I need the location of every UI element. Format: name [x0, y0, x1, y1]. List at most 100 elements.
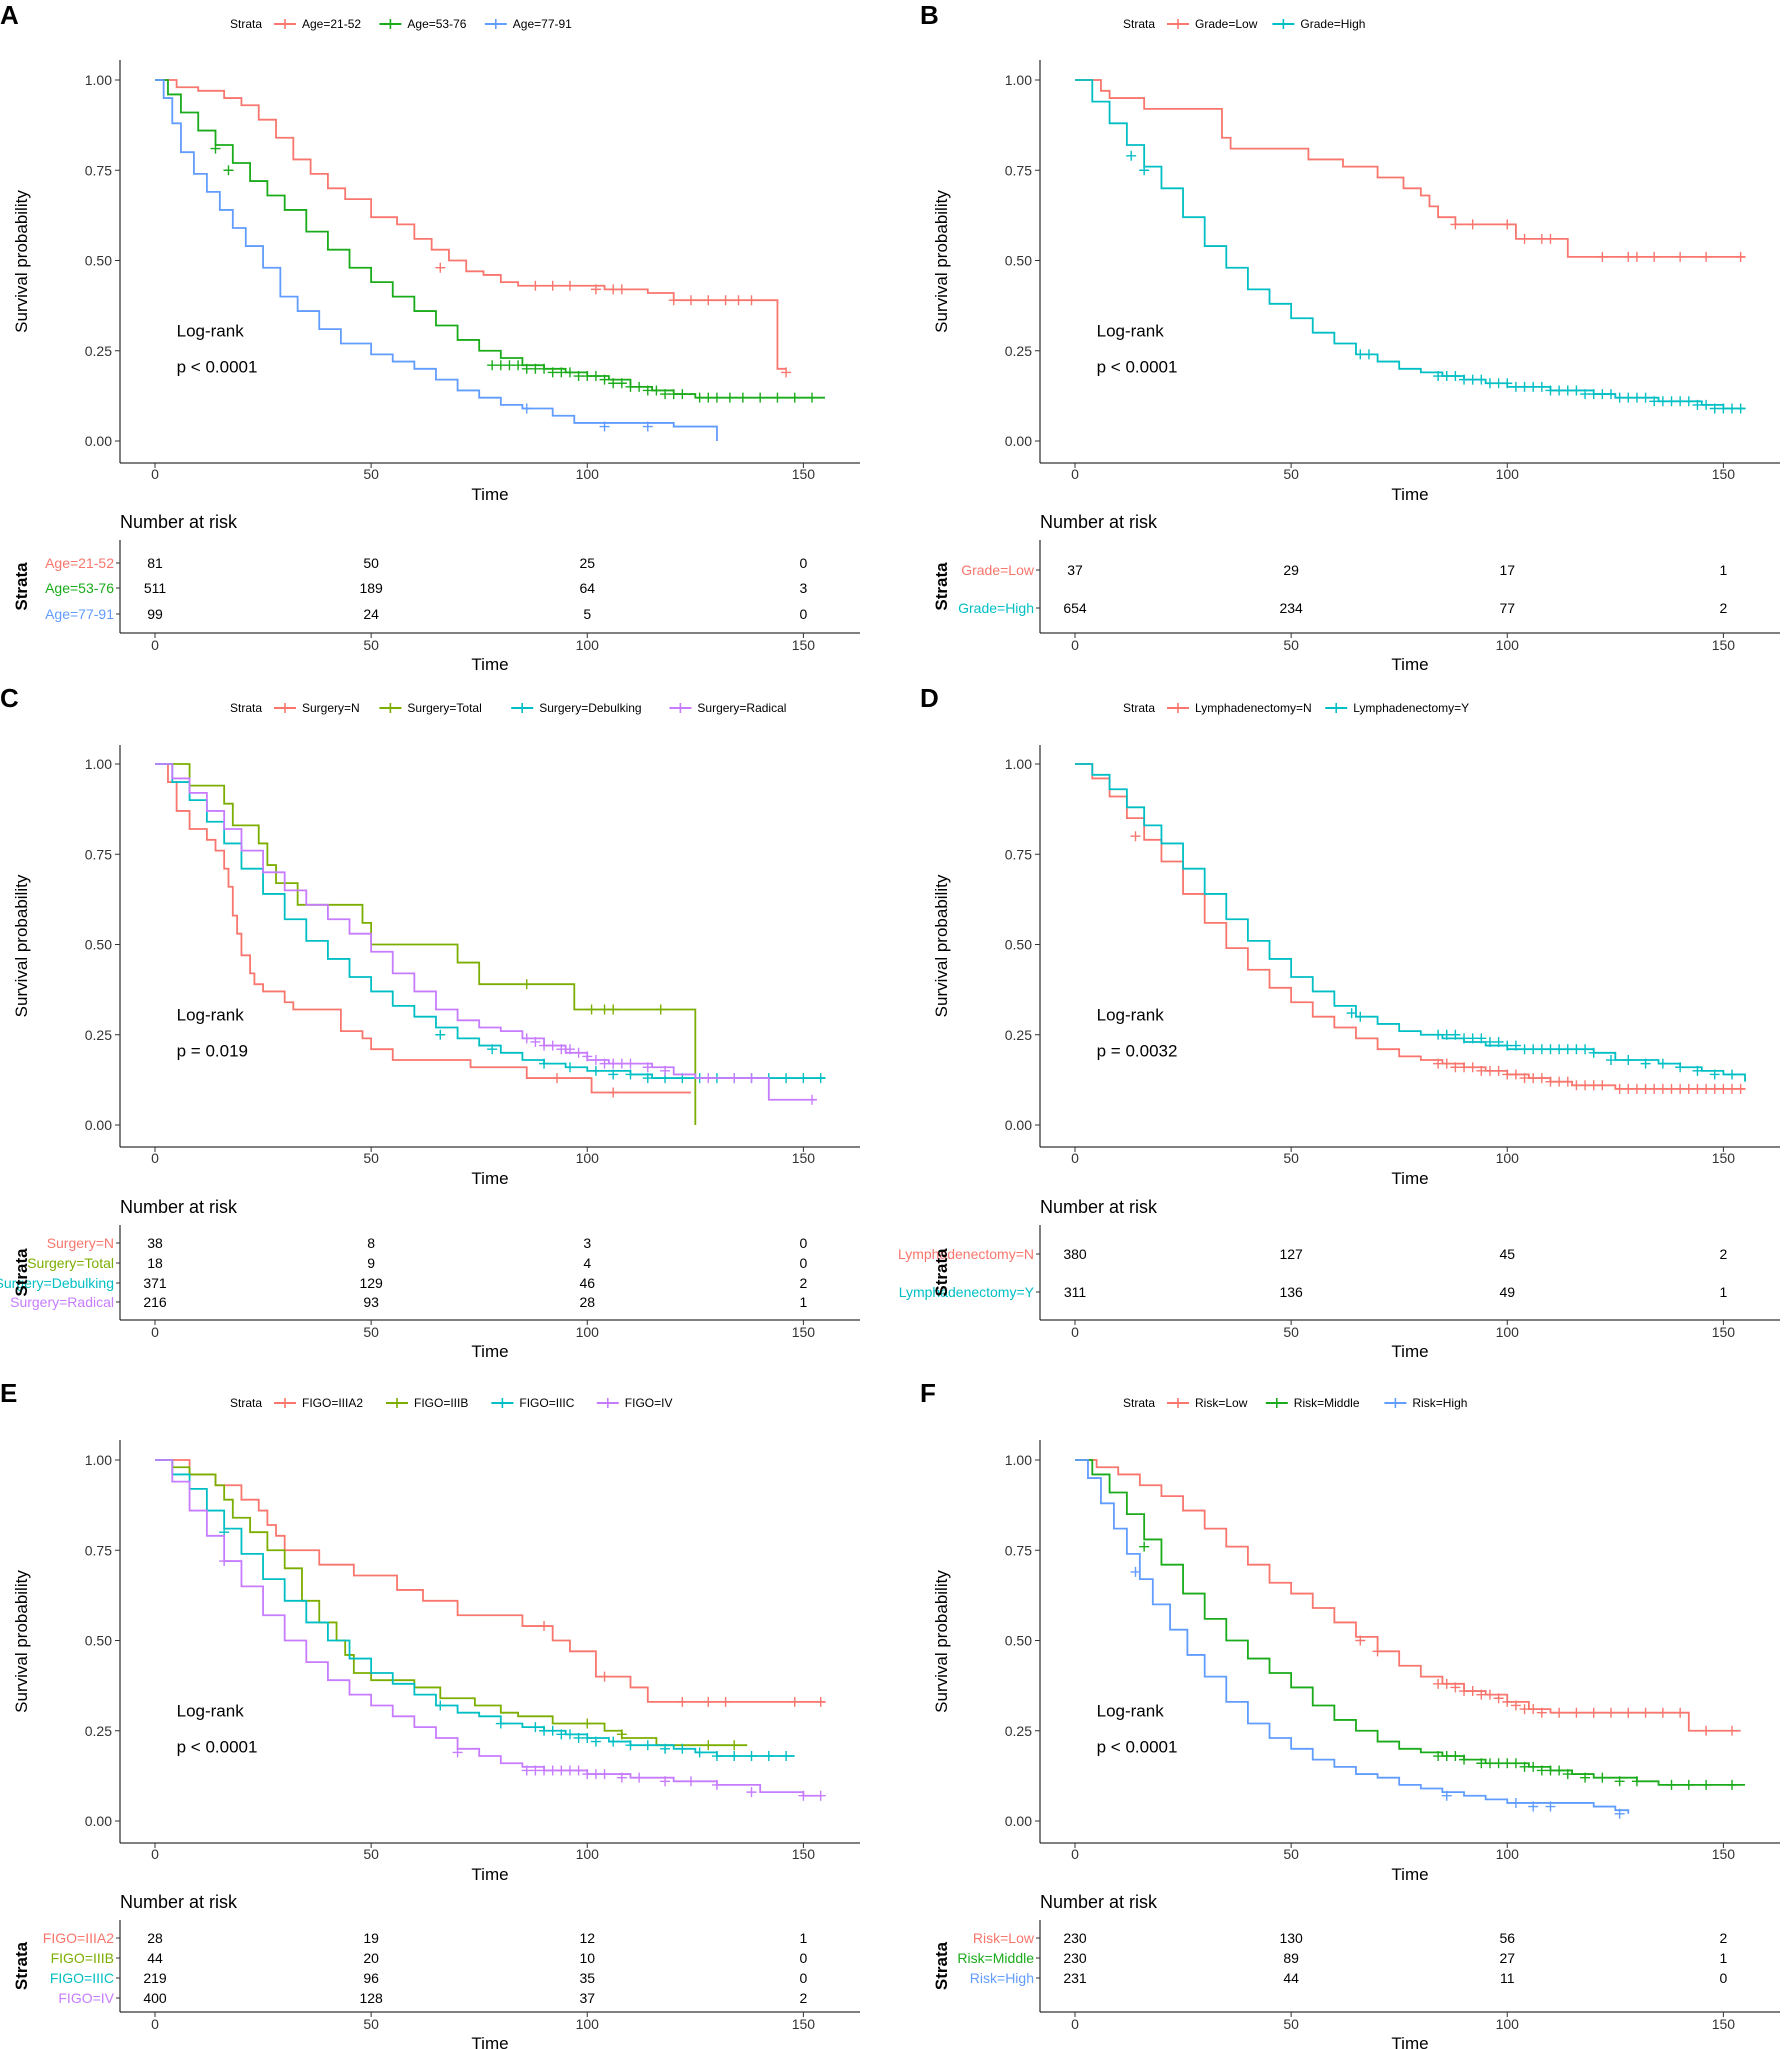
- risk-x-axis-title: Time: [471, 1342, 508, 1361]
- risk-table-title: Number at risk: [120, 1892, 238, 1912]
- risk-row: Risk=High 231 44 11 0: [970, 1970, 1728, 1986]
- y-tick-label: 1.00: [85, 72, 112, 88]
- censor-mark: [1355, 1635, 1366, 1646]
- censor-mark: [1536, 1073, 1547, 1084]
- strata-axis-title: Strata: [932, 1941, 951, 1990]
- censor-mark: [1536, 1707, 1547, 1718]
- censor-mark: [616, 284, 627, 295]
- censor-mark: [586, 1004, 597, 1015]
- censor-mark: [703, 392, 714, 403]
- y-tick-label: 0.25: [1005, 1723, 1032, 1739]
- risk-count: 1: [799, 1294, 807, 1310]
- censor-mark: [1571, 1707, 1582, 1718]
- risk-row-label: FIGO=IIIB: [51, 1950, 114, 1966]
- risk-table-title: Number at risk: [1040, 1197, 1158, 1217]
- risk-count: 219: [143, 1970, 167, 1986]
- risk-table-title: Number at risk: [120, 512, 238, 532]
- censor-mark: [556, 1729, 567, 1740]
- censor-mark: [608, 1004, 619, 1015]
- censor-mark: [694, 1747, 705, 1758]
- legend-item: Surgery=Radical: [669, 701, 786, 715]
- y-axis-title: Survival probability: [12, 190, 31, 333]
- x-tick-label: 50: [363, 466, 379, 482]
- censor-mark: [1735, 251, 1746, 262]
- censor-mark: [1536, 1765, 1547, 1776]
- censor-mark: [651, 385, 662, 396]
- risk-count: 50: [363, 555, 379, 571]
- risk-row-label: Age=21-52: [45, 555, 114, 571]
- censor-mark: [435, 262, 446, 273]
- censor-mark: [582, 1769, 593, 1780]
- censor-mark: [599, 1058, 610, 1069]
- censor-mark: [1640, 1058, 1651, 1069]
- censor-mark: [1701, 1083, 1712, 1094]
- censor-mark: [1519, 233, 1530, 244]
- p-value: p = 0.0032: [1097, 1041, 1178, 1060]
- legend-title: Strata: [1123, 1396, 1155, 1410]
- censor-mark: [1519, 1073, 1530, 1084]
- risk-x-tick-label: 150: [792, 637, 816, 653]
- censor-mark: [1459, 1033, 1470, 1044]
- censor-mark: [1484, 1036, 1495, 1047]
- risk-count: 2: [1719, 1930, 1727, 1946]
- x-tick-label: 100: [576, 1846, 600, 1862]
- legend-item: Grade=High: [1272, 17, 1365, 31]
- y-tick-label: 0.50: [1005, 937, 1032, 953]
- p-value: p < 0.0001: [1097, 1737, 1178, 1756]
- censor-mark: [564, 1729, 575, 1740]
- y-tick-label: 0.50: [85, 1633, 112, 1649]
- risk-count: 2: [799, 1275, 807, 1291]
- censor-mark: [634, 1772, 645, 1783]
- legend-item: FIGO=IIIB: [386, 1396, 468, 1410]
- risk-count: 96: [363, 1970, 379, 1986]
- p-value: p < 0.0001: [1097, 357, 1178, 376]
- censor-mark: [530, 280, 541, 291]
- censor-mark: [547, 280, 558, 291]
- censor-mark: [487, 1044, 498, 1055]
- legend-label: Lymphadenectomy=N: [1195, 701, 1312, 715]
- censor-mark: [625, 1069, 636, 1080]
- x-tick-label: 150: [792, 1846, 816, 1862]
- censor-mark: [1536, 381, 1547, 392]
- risk-row-label: Risk=Middle: [957, 1950, 1034, 1966]
- censor-mark: [547, 1040, 558, 1051]
- censor-mark: [1631, 251, 1642, 262]
- y-tick-label: 1.00: [1005, 1452, 1032, 1468]
- legend-item: Surgery=Debulking: [511, 701, 642, 715]
- censor-mark: [1727, 1083, 1738, 1094]
- censor-mark: [1562, 1076, 1573, 1087]
- censor-mark: [642, 1062, 653, 1073]
- risk-count: 44: [147, 1950, 163, 1966]
- censor-mark: [1467, 374, 1478, 385]
- censor-mark: [1597, 1080, 1608, 1091]
- censor-mark: [1675, 396, 1686, 407]
- censor-mark: [539, 363, 550, 374]
- censor-mark: [1709, 403, 1720, 414]
- censor-mark: [1692, 1083, 1703, 1094]
- y-tick-label: 0.00: [85, 1117, 112, 1133]
- y-tick-label: 0.00: [85, 1813, 112, 1829]
- legend-label: FIGO=IV: [625, 1396, 673, 1410]
- logrank-label: Log-rank: [1097, 321, 1165, 340]
- survival-curve: [1075, 763, 1745, 1090]
- censor-mark: [1588, 1080, 1599, 1091]
- y-tick-label: 0.25: [85, 1027, 112, 1043]
- legend: Strata Grade=Low Grade=High: [1123, 17, 1365, 31]
- censor-mark: [634, 381, 645, 392]
- x-axis-title: Time: [471, 1169, 508, 1188]
- censor-mark: [1510, 1758, 1521, 1769]
- censor-mark: [573, 1047, 584, 1058]
- risk-row: Surgery=Total 18 9 4 0: [27, 1255, 807, 1271]
- risk-x-tick-label: 150: [1712, 637, 1736, 653]
- censor-mark: [807, 1094, 818, 1105]
- censor-mark: [781, 1073, 792, 1084]
- censor-mark: [1484, 378, 1495, 389]
- survival-curve: [1075, 1459, 1741, 1732]
- legend-item: FIGO=IIIA2: [274, 1396, 363, 1410]
- risk-row-label: Age=53-76: [45, 580, 114, 596]
- risk-count: 234: [1279, 600, 1303, 616]
- censor-mark: [807, 392, 818, 403]
- risk-row-label: Risk=High: [970, 1970, 1034, 1986]
- risk-count: 8: [367, 1235, 375, 1251]
